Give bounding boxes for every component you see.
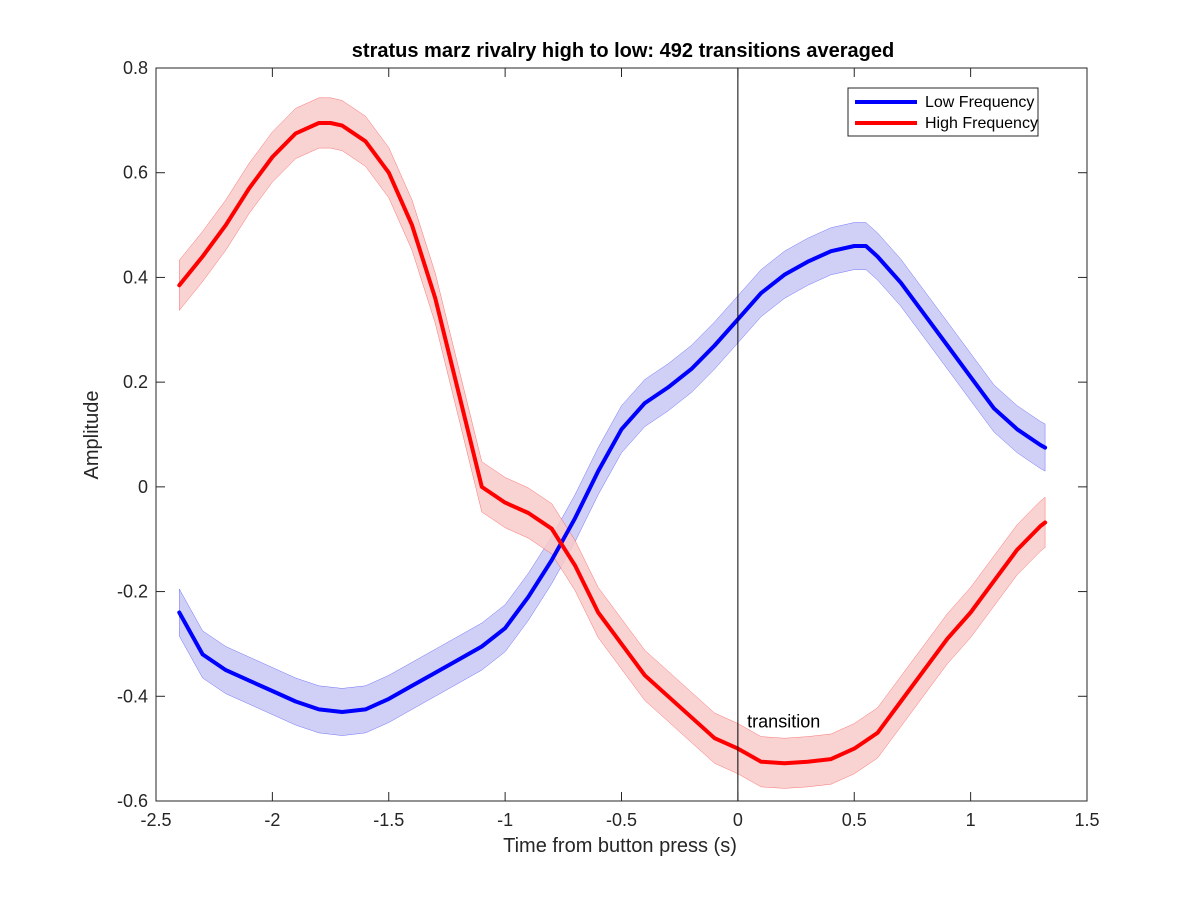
x-tick-label: 0.5 (842, 810, 867, 830)
x-tick-label: -2.5 (140, 810, 171, 830)
x-tick-label: -1 (497, 810, 513, 830)
y-tick-label: 0.2 (123, 372, 148, 392)
series-band-0 (179, 222, 1046, 736)
annotation-transition: transition (747, 712, 820, 732)
x-tick-label: 1.5 (1074, 810, 1099, 830)
legend-label-1: High Frequency (925, 115, 1038, 132)
y-axis: -0.6 -0.4 -0.2 0 0.2 0.4 0.6 0.8 (117, 58, 1087, 811)
y-tick-label: -0.4 (117, 686, 148, 706)
y-tick-label: -0.6 (117, 791, 148, 811)
x-tick-label: 1 (966, 810, 976, 830)
x-tick-label: -2 (264, 810, 280, 830)
chart-title: stratus marz rivalry high to low: 492 tr… (352, 40, 894, 62)
x-axis-label: Time from button press (s) (503, 835, 737, 857)
y-axis-label: Amplitude (81, 391, 103, 480)
y-tick-label: 0 (138, 477, 148, 497)
y-tick-label: 0.8 (123, 58, 148, 78)
x-tick-label: -1.5 (373, 810, 404, 830)
series-line-1 (177, 121, 1048, 766)
legend: Low Frequency High Frequency (847, 87, 1039, 137)
x-axis: -2.5 -2 -1.5 -1 -0.5 0 0.5 1 1.5 (140, 68, 1100, 830)
y-tick-label: 0.6 (123, 163, 148, 183)
x-tick-label: 0 (733, 810, 743, 830)
series-lines (177, 121, 1048, 766)
legend-label-0: Low Frequency (925, 94, 1034, 111)
series-line-0 (177, 244, 1048, 714)
y-tick-label: 0.4 (123, 267, 148, 287)
x-tick-label: -0.5 (606, 810, 637, 830)
y-tick-label: -0.2 (117, 582, 148, 602)
legend-box (847, 87, 1039, 137)
